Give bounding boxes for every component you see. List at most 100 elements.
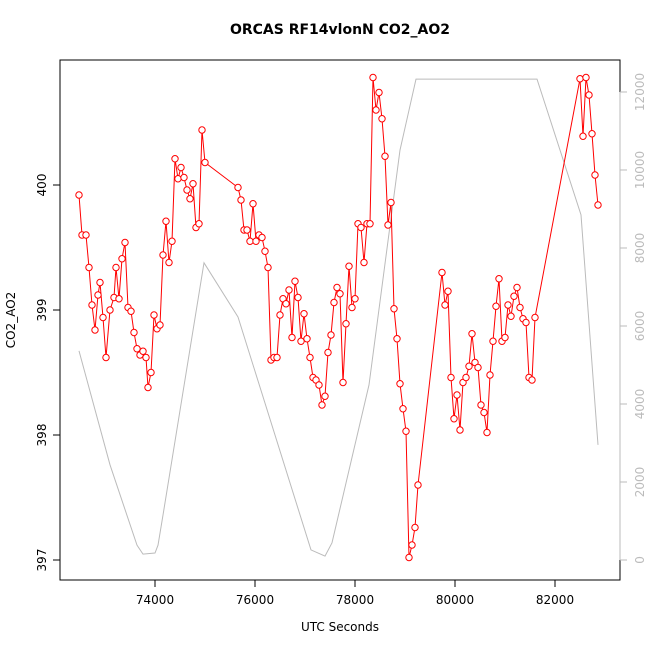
data-point <box>85 263 93 272</box>
series-line <box>78 78 599 557</box>
data-point <box>378 115 386 123</box>
y-tick-label: 398 <box>35 424 49 447</box>
data-point <box>195 220 203 228</box>
data-point <box>168 237 176 245</box>
data-point <box>327 331 335 339</box>
data-point <box>324 348 332 357</box>
x-axis-label: UTC Seconds <box>301 620 379 634</box>
data-point <box>88 301 96 309</box>
data-point <box>486 371 494 379</box>
data-point <box>91 326 99 334</box>
data-point <box>115 295 123 303</box>
data-point <box>375 88 383 97</box>
y-tick-label: 397 <box>35 549 49 572</box>
data-point <box>507 312 515 320</box>
data-point <box>198 126 206 134</box>
data-point <box>456 426 464 434</box>
data-point <box>351 295 359 303</box>
data-point <box>249 200 257 208</box>
data-point <box>106 306 114 314</box>
data-point <box>297 337 305 345</box>
data-point <box>201 158 209 167</box>
y2-tick-label: 2000 <box>633 467 647 498</box>
data-point <box>588 130 596 138</box>
data-point <box>501 333 509 342</box>
data-point <box>147 368 155 377</box>
data-point <box>330 298 338 307</box>
data-point <box>315 381 323 389</box>
y2-tick-label: 8000 <box>633 233 647 264</box>
data-point <box>453 391 461 399</box>
data-point <box>528 376 536 384</box>
data-point <box>477 401 485 409</box>
y-axis-label: CO2_AO2 <box>4 292 18 349</box>
data-point <box>360 258 368 267</box>
chart-title: ORCAS RF14vlonN CO2_AO2 <box>230 22 450 38</box>
x-tick-label: 80000 <box>436 593 474 607</box>
x-tick-label: 82000 <box>536 593 574 607</box>
data-point <box>474 363 482 372</box>
data-point <box>234 183 242 192</box>
data-point <box>139 347 147 355</box>
data-point <box>94 291 102 299</box>
data-point <box>495 275 503 283</box>
data-point <box>342 320 350 328</box>
data-point <box>438 268 446 277</box>
data-point <box>180 173 188 182</box>
data-point <box>516 303 524 312</box>
data-point <box>345 262 353 270</box>
data-point <box>441 301 449 309</box>
data-point <box>492 302 500 310</box>
data-point <box>156 321 164 329</box>
data-point <box>333 283 341 292</box>
data-point <box>396 380 404 388</box>
data-point <box>579 132 587 140</box>
x-tick-label: 76000 <box>236 593 274 607</box>
data-point <box>465 362 473 370</box>
data-point <box>264 263 272 272</box>
data-point <box>393 335 401 343</box>
data-point <box>300 310 308 318</box>
data-point <box>294 293 302 302</box>
data-point <box>258 233 266 242</box>
data-point <box>252 237 260 245</box>
data-point <box>112 263 120 272</box>
data-point <box>261 247 269 255</box>
data-point <box>144 383 152 392</box>
y2-tick-label: 12000 <box>633 73 647 111</box>
data-point <box>402 427 410 435</box>
data-point <box>414 481 422 489</box>
data-point <box>127 307 135 315</box>
data-point <box>121 238 129 247</box>
data-point <box>582 73 590 82</box>
data-point <box>243 226 251 234</box>
data-point <box>133 345 141 353</box>
data-point <box>408 541 416 549</box>
data-point <box>357 223 365 232</box>
y-tick-label: 400 <box>35 174 49 197</box>
data-point <box>183 186 191 194</box>
data-point <box>504 301 512 309</box>
data-point <box>174 175 182 183</box>
data-point <box>142 353 150 362</box>
data-point <box>339 378 347 387</box>
data-point <box>387 198 395 207</box>
data-point <box>285 286 293 294</box>
data-point <box>510 292 518 300</box>
y2-tick-label: 6000 <box>633 311 647 342</box>
data-point <box>237 196 245 204</box>
data-point <box>468 330 476 338</box>
data-point <box>405 553 413 562</box>
data-point <box>150 311 158 319</box>
data-point <box>450 415 458 423</box>
data-point <box>189 180 197 188</box>
data-point <box>483 428 491 437</box>
x-tick-label: 78000 <box>336 593 374 607</box>
data-point <box>291 277 299 285</box>
data-point <box>513 283 521 292</box>
data-point <box>306 353 314 362</box>
data-point <box>489 337 497 345</box>
data-point <box>348 303 356 312</box>
